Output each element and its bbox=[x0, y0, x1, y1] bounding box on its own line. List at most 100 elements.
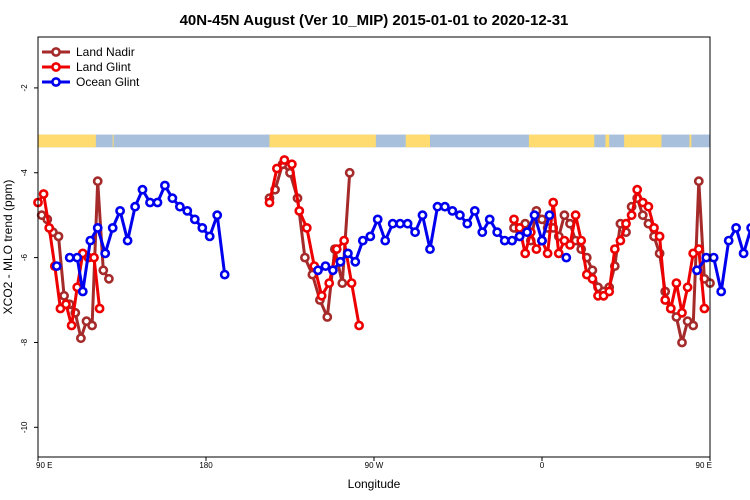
data-point bbox=[632, 184, 643, 195]
data-point bbox=[350, 256, 361, 267]
data-point bbox=[271, 163, 282, 174]
data-point bbox=[279, 155, 290, 165]
y-tick-label: -6 bbox=[20, 254, 29, 262]
legend-item: Land Nadir bbox=[42, 45, 135, 59]
chart-title: 40N-45N August (Ver 10_MIP) 2015-01-01 t… bbox=[180, 12, 569, 29]
land-segment bbox=[624, 134, 662, 148]
data-point bbox=[264, 197, 275, 208]
data-point bbox=[152, 197, 163, 208]
data-point bbox=[576, 235, 587, 246]
data-point bbox=[462, 218, 473, 229]
data-point bbox=[484, 214, 495, 225]
data-point bbox=[395, 218, 405, 229]
data-point bbox=[159, 180, 170, 191]
data-point bbox=[708, 252, 719, 263]
data-point bbox=[53, 231, 64, 242]
data-point bbox=[410, 227, 420, 238]
data-point bbox=[189, 214, 200, 225]
data-point bbox=[137, 184, 148, 195]
data-point bbox=[492, 227, 503, 238]
x-tick-label: 90 E bbox=[36, 461, 52, 470]
data-point bbox=[548, 197, 559, 208]
data-point bbox=[294, 205, 305, 216]
x-axis-label: Longitude bbox=[348, 477, 401, 491]
data-point bbox=[344, 167, 355, 178]
data-point bbox=[477, 227, 488, 238]
data-point bbox=[469, 205, 480, 216]
data-point bbox=[738, 248, 749, 259]
data-point bbox=[145, 197, 155, 208]
data-point bbox=[522, 227, 532, 238]
data-point bbox=[85, 235, 96, 246]
data-point bbox=[77, 286, 88, 297]
legend-swatch-marker bbox=[51, 77, 61, 87]
data-point bbox=[339, 235, 349, 246]
data-point bbox=[299, 252, 310, 263]
land-sea-strip bbox=[38, 134, 710, 148]
data-point bbox=[122, 235, 133, 246]
data-point bbox=[509, 214, 519, 225]
x-axis: 90 E 180 90 W 0 90 E bbox=[36, 457, 712, 470]
y-tick-label: -4 bbox=[20, 169, 29, 177]
data-point bbox=[167, 193, 178, 204]
data-point bbox=[372, 214, 383, 225]
data-point bbox=[693, 244, 704, 254]
series-line bbox=[69, 184, 227, 293]
data-point bbox=[529, 210, 540, 221]
data-point bbox=[301, 222, 312, 233]
land-segment bbox=[112, 134, 114, 148]
data-point bbox=[66, 320, 77, 331]
data-point bbox=[320, 261, 331, 271]
data-point bbox=[92, 176, 103, 187]
data-point bbox=[324, 278, 335, 288]
data-point bbox=[100, 248, 111, 259]
y-axis-label: XCO2 - MLO trend (ppm) bbox=[1, 180, 15, 315]
data-point bbox=[335, 256, 346, 267]
data-point bbox=[197, 222, 208, 233]
series-land-glint bbox=[33, 155, 710, 331]
data-point bbox=[76, 333, 86, 344]
data-point bbox=[357, 235, 368, 246]
data-point bbox=[64, 252, 75, 263]
data-point bbox=[654, 231, 665, 242]
data-point bbox=[402, 218, 413, 229]
data-point bbox=[322, 312, 333, 322]
legend-label: Ocean Glint bbox=[76, 75, 140, 89]
data-point bbox=[692, 265, 702, 276]
data-point bbox=[561, 252, 572, 263]
land-segment bbox=[605, 134, 610, 148]
data-point bbox=[626, 210, 637, 221]
data-point bbox=[746, 223, 750, 233]
land-segment bbox=[689, 134, 692, 148]
data-point bbox=[609, 244, 620, 254]
data-point bbox=[59, 290, 69, 301]
data-point bbox=[570, 210, 581, 221]
data-point bbox=[365, 231, 376, 242]
data-point bbox=[447, 205, 458, 216]
data-point bbox=[182, 205, 193, 216]
data-point bbox=[44, 222, 55, 233]
series-group bbox=[33, 155, 750, 348]
data-point bbox=[61, 299, 71, 310]
data-point bbox=[660, 295, 671, 305]
land-segment bbox=[38, 134, 96, 148]
legend-swatch-marker bbox=[51, 47, 61, 57]
y-tick-label: -8 bbox=[20, 338, 29, 346]
data-point bbox=[89, 252, 99, 263]
data-point bbox=[346, 278, 357, 288]
data-point bbox=[313, 265, 323, 276]
data-point bbox=[716, 286, 727, 297]
data-point bbox=[115, 205, 125, 216]
data-point bbox=[107, 222, 118, 233]
data-point bbox=[520, 248, 531, 259]
data-point bbox=[507, 235, 517, 246]
data-point bbox=[327, 265, 338, 276]
data-point bbox=[514, 222, 525, 233]
series-ocean-glint bbox=[537, 210, 750, 297]
data-point bbox=[454, 210, 465, 221]
data-point bbox=[212, 210, 223, 221]
data-point bbox=[677, 337, 687, 348]
y-axis: -2 -4 -6 -8 -10 bbox=[20, 84, 38, 433]
data-point bbox=[615, 235, 626, 246]
